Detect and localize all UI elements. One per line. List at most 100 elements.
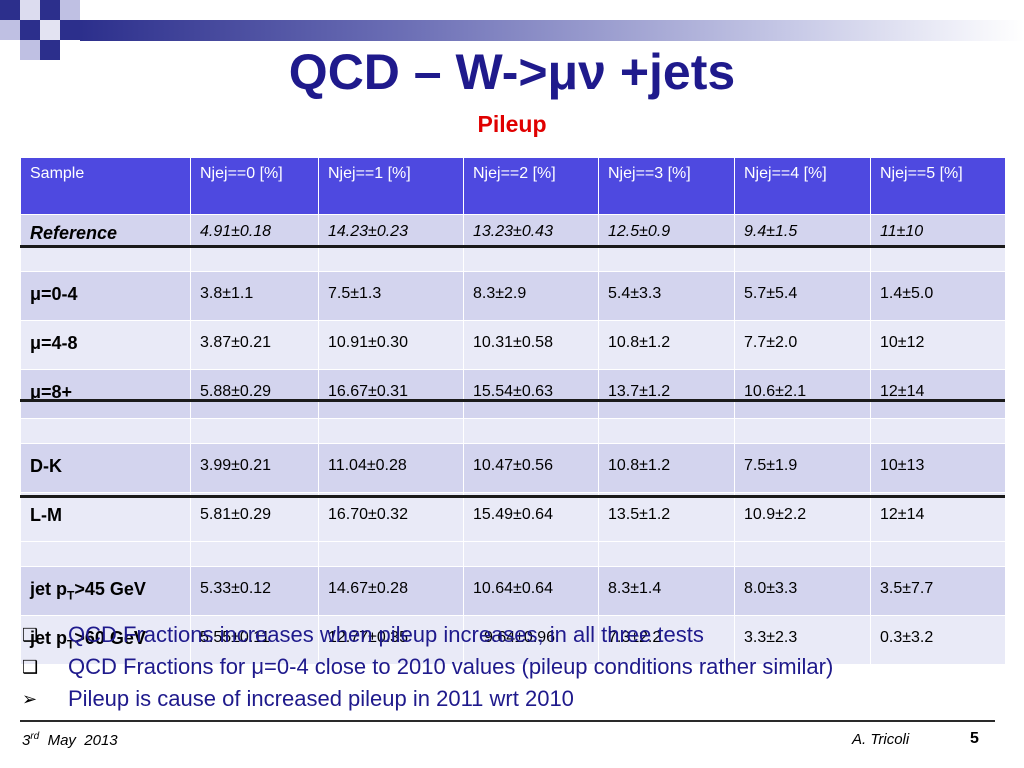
decorative-square <box>40 40 60 60</box>
row-label: D-K <box>20 443 191 493</box>
bullet-list: ❑ QCD Fractions increases when pileup in… <box>22 620 1012 716</box>
slide-title: QCD – W->μν +jets <box>288 44 736 100</box>
table-cell: 14.67±0.28 <box>318 566 464 616</box>
table-cell: 7.5±1.3 <box>318 271 464 321</box>
footer-date: 3rd May 2013 <box>22 731 118 749</box>
row-label-prefix: jet p <box>30 579 68 599</box>
bullet-text: QCD Fractions for μ=0-4 close to 2010 va… <box>68 654 834 679</box>
table-cell: 9.64±0.96 <box>463 615 599 665</box>
bullet-text: Pileup is cause of increased pileup in 2… <box>68 686 574 711</box>
row-label: μ=0-4 <box>20 271 191 321</box>
separator-line <box>20 399 1005 402</box>
row-label-subscript: T <box>67 588 75 603</box>
table-row: L-M 5.81±0.29 16.70±0.32 15.49±0.64 13.5… <box>20 492 1006 542</box>
decorative-gradient-bar <box>80 20 1024 41</box>
table-header-row: Sample Njej==0 [%] Njej==1 [%] Njej==2 [… <box>20 157 1006 215</box>
table-cell: 9.4±1.5 <box>734 214 871 247</box>
table-cell: 5.55±0.11 <box>190 615 319 665</box>
table-cell: 10.8±1.2 <box>598 443 735 493</box>
row-label: μ=4-8 <box>20 320 191 370</box>
table-cell: 12.77±0.35 <box>318 615 464 665</box>
table-cell: 12±14 <box>870 492 1006 542</box>
footer-divider <box>20 720 995 722</box>
row-label-subscript: T <box>67 637 75 652</box>
table-cell: 8.0±3.3 <box>734 566 871 616</box>
table-cell: 11.04±0.28 <box>318 443 464 493</box>
table-cell: 10.64±0.64 <box>463 566 599 616</box>
table-cell: 7.7±2.0 <box>734 320 871 370</box>
spacer-row <box>20 541 1006 567</box>
table-cell: 3.8±1.1 <box>190 271 319 321</box>
checkbox-bullet-icon: ❑ <box>22 625 39 645</box>
table-cell: 10±13 <box>870 443 1006 493</box>
row-label-prefix: jet p <box>30 628 68 648</box>
decorative-square <box>40 0 60 20</box>
decorative-square <box>20 40 40 60</box>
list-item: ❑ QCD Fractions for μ=0-4 close to 2010 … <box>22 652 1012 684</box>
decorative-square <box>60 0 80 20</box>
table-cell: 12.5±0.9 <box>598 214 735 247</box>
table-cell: 0.3±3.2 <box>870 615 1006 665</box>
row-label: μ=8+ <box>20 369 191 419</box>
reference-row: Reference 4.91±0.18 14.23±0.23 13.23±0.4… <box>20 214 1006 247</box>
table-row: D-K 3.99±0.21 11.04±0.28 10.47±0.56 10.8… <box>20 443 1006 493</box>
decorative-square <box>0 20 20 40</box>
table-cell: 10.47±0.56 <box>463 443 599 493</box>
table-cell: 13.7±1.2 <box>598 369 735 419</box>
row-label-suffix: >45 GeV <box>74 579 146 599</box>
table-cell: 15.54±0.63 <box>463 369 599 419</box>
decorative-square <box>60 20 80 40</box>
table-cell: 5.81±0.29 <box>190 492 319 542</box>
decorative-square <box>20 20 40 40</box>
table-row: μ=8+ 5.88±0.29 16.67±0.31 15.54±0.63 13.… <box>20 369 1006 419</box>
table-cell: 10±12 <box>870 320 1006 370</box>
list-item: ❑ QCD Fractions increases when pileup in… <box>22 620 1012 652</box>
footer-date-day: 3 <box>22 732 31 749</box>
spacer-row <box>20 418 1006 444</box>
row-label: jet pT>60 GeV <box>20 615 191 665</box>
table-cell: 13.5±1.2 <box>598 492 735 542</box>
column-header: Njej==2 [%] <box>463 157 599 215</box>
table-cell: 1.4±5.0 <box>870 271 1006 321</box>
table-cell: 7.3±2.2 <box>598 615 735 665</box>
table-cell: 10.8±1.2 <box>598 320 735 370</box>
table-row: μ=4-8 3.87±0.21 10.91±0.30 10.31±0.58 10… <box>20 320 1006 370</box>
spacer-row <box>20 246 1006 272</box>
table-cell: 5.33±0.12 <box>190 566 319 616</box>
table-cell: 3.3±2.3 <box>734 615 871 665</box>
table-row: jet pT>60 GeV 5.55±0.11 12.77±0.35 9.64±… <box>20 615 1006 665</box>
table-cell: 14.23±0.23 <box>318 214 464 247</box>
decorative-square <box>40 20 60 40</box>
results-table: Sample Njej==0 [%] Njej==1 [%] Njej==2 [… <box>20 157 1006 665</box>
table-cell: 13.23±0.43 <box>463 214 599 247</box>
column-header: Sample <box>20 157 191 215</box>
column-header: Njej==0 [%] <box>190 157 319 215</box>
row-label-suffix: >60 GeV <box>74 628 146 648</box>
row-label: jet pT>45 GeV <box>20 566 191 616</box>
column-header: Njej==5 [%] <box>870 157 1006 215</box>
table-cell: 3.5±7.7 <box>870 566 1006 616</box>
table-cell: 10.31±0.58 <box>463 320 599 370</box>
list-item: ➢ Pileup is cause of increased pileup in… <box>22 684 1012 716</box>
table-cell: 16.67±0.31 <box>318 369 464 419</box>
table-cell: 12±14 <box>870 369 1006 419</box>
column-header: Njej==3 [%] <box>598 157 735 215</box>
table-row: μ=0-4 3.8±1.1 7.5±1.3 8.3±2.9 5.4±3.3 5.… <box>20 271 1006 321</box>
separator-line <box>20 495 1005 498</box>
table-cell: 11±10 <box>870 214 1006 247</box>
table-cell: 5.7±5.4 <box>734 271 871 321</box>
slide-subtitle: Pileup <box>477 111 547 137</box>
table-cell: 4.91±0.18 <box>190 214 319 247</box>
row-label: Reference <box>20 214 191 247</box>
table-cell: 10.91±0.30 <box>318 320 464 370</box>
bullet-text: QCD Fractions increases when pileup incr… <box>68 622 704 647</box>
table-row: jet pT>45 GeV 5.33±0.12 14.67±0.28 10.64… <box>20 566 1006 616</box>
decorative-square <box>0 0 20 20</box>
table-cell: 7.5±1.9 <box>734 443 871 493</box>
arrow-bullet-icon: ➢ <box>22 689 38 709</box>
footer-date-rest: May 2013 <box>47 732 118 749</box>
table-cell: 5.88±0.29 <box>190 369 319 419</box>
row-label: L-M <box>20 492 191 542</box>
table-cell: 5.4±3.3 <box>598 271 735 321</box>
table-cell: 10.6±2.1 <box>734 369 871 419</box>
